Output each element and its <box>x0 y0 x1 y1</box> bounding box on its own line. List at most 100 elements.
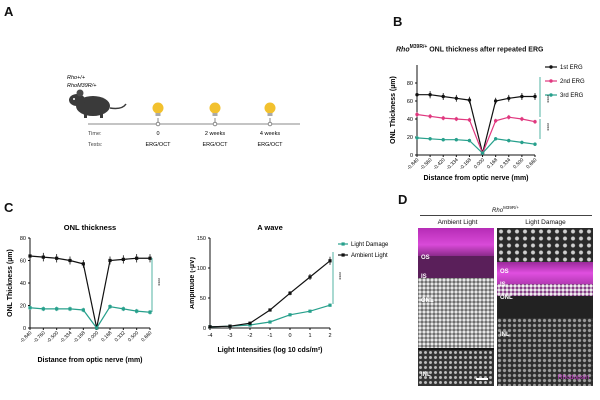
data-point <box>467 98 472 102</box>
x-tick-label: -0.334 <box>59 330 73 344</box>
y-tick-label: 20 <box>407 135 413 141</box>
data-point <box>507 115 511 119</box>
x-axis-label: Distance from optic nerve (mm) <box>423 175 528 182</box>
data-point <box>428 114 432 118</box>
x-tick-label: -4 <box>208 333 213 339</box>
timepoint-2w: 2 weeks ERG/OCT <box>202 102 228 148</box>
chart-c-onl-thickness: ONL thickness 0 20 40 60 80 -0.840 -0.760 -0.500… <box>7 223 160 364</box>
y-tick-label: 80 <box>20 236 26 242</box>
label-os: OS <box>421 255 430 261</box>
series-line <box>209 260 331 328</box>
significance-stars: **** <box>335 272 341 280</box>
x-tick-label: -0.420 <box>432 157 446 171</box>
data-point <box>415 112 419 117</box>
x-tick-label: -0.840 <box>406 157 420 171</box>
chart-b-title: RhoM39R/+ ONL thickness after repeated E… <box>396 44 544 54</box>
data-point <box>148 256 152 260</box>
data-point <box>268 320 272 324</box>
onl-layer <box>418 278 494 348</box>
x-tick-label: 2 <box>328 333 331 339</box>
data-point <box>493 137 498 141</box>
mouse-icon <box>69 89 127 118</box>
y-axis-label: ONL Thickness (µm) <box>7 249 14 317</box>
series-line <box>29 255 150 329</box>
x-axis-label: Light Intensities (log 10 cds/m²) <box>217 347 322 354</box>
data-point <box>108 305 112 309</box>
micrograph-ambient: OS IS ONL INL <box>418 228 494 386</box>
significance-stars: **** <box>543 123 549 131</box>
col-damage-label: Light Damage <box>525 219 566 226</box>
label-onl: ONL <box>500 295 513 301</box>
x-tick-label: -0.500 <box>46 330 60 344</box>
panel-letter-b: B <box>393 14 403 29</box>
y-axis-label: Amplitude (-µV) <box>190 257 196 309</box>
x-axis-label: Distance from optic nerve (mm) <box>37 357 142 364</box>
data-point <box>507 138 511 143</box>
timepoint-0: 0 ERG/OCT <box>145 102 171 148</box>
x-tick-label: 0 <box>288 333 291 339</box>
data-point <box>68 258 72 263</box>
x-tick-label: 0.500 <box>512 157 525 170</box>
x-tick-label: -2 <box>248 333 253 339</box>
data-point <box>135 256 139 260</box>
genotype-mut: RhoM39R/+ <box>67 83 97 89</box>
data-point <box>467 138 472 143</box>
chart-title: ONL thickness <box>64 223 116 232</box>
data-point <box>454 96 459 100</box>
label-os: OS <box>500 269 509 275</box>
legend-marker <box>549 79 553 83</box>
data-point <box>415 93 419 97</box>
os-layer <box>497 262 593 284</box>
data-point <box>520 94 524 99</box>
x-tick-label: -0.168 <box>459 157 473 171</box>
data-point <box>428 93 432 97</box>
data-point <box>81 262 85 266</box>
data-point <box>328 259 332 263</box>
genotype-wt: Rho+/+ <box>67 75 86 81</box>
panel-letter-a: A <box>4 4 14 19</box>
data-point <box>328 303 332 307</box>
inl-layer <box>497 318 593 386</box>
label-is: IS <box>500 282 506 288</box>
y-tick-label: 40 <box>20 281 26 287</box>
data-point <box>454 117 459 121</box>
x-tick-label: 0.168 <box>486 157 499 170</box>
series-line <box>416 137 536 155</box>
data-point <box>288 313 292 317</box>
data-point <box>493 99 498 103</box>
is-layer <box>497 284 593 296</box>
panel-letter-d: D <box>398 192 408 207</box>
label-inl: INL <box>500 332 510 338</box>
series-line <box>417 94 535 154</box>
is-layer <box>418 256 494 278</box>
y-tick-label: 0 <box>203 326 206 332</box>
legend-label: 3rd ERG <box>560 93 584 99</box>
y-tick-label: 40 <box>407 117 413 123</box>
col-ambient-label: Ambient Light <box>437 219 478 226</box>
y-tick-label: 50 <box>200 296 206 302</box>
series-ambient-light <box>208 256 332 329</box>
timepoint-test: ERG/OCT <box>257 142 283 148</box>
data-point <box>95 326 99 330</box>
y-tick-label: 80 <box>407 81 413 87</box>
microscopy-genotype-header: RhoM39R/+ <box>492 205 519 214</box>
series-2nd-erg <box>415 112 537 155</box>
timepoint-4w: 4 weeks ERG/OCT <box>257 102 283 148</box>
timepoint-time: 0 <box>156 131 159 137</box>
series-line <box>416 113 536 155</box>
data-point <box>533 120 537 124</box>
time-label: Time: <box>88 131 102 137</box>
y-tick-label: 100 <box>197 266 206 272</box>
timepoint-test: ERG/OCT <box>145 142 171 148</box>
legend-label: 1st ERG <box>560 65 583 71</box>
data-point <box>428 137 432 141</box>
chart-c-a-wave: A wave 0 50 100 150 -4 -3 -2 -1 0 1 2 Light Intensit… <box>190 223 389 354</box>
x-tick-label: 0.334 <box>499 157 512 170</box>
timepoint-test: ERG/OCT <box>202 142 228 148</box>
tests-label: Tests: <box>88 142 103 148</box>
y-tick-label: 60 <box>20 259 26 265</box>
legend-marker <box>549 93 553 97</box>
significance-stars: **** <box>543 95 549 103</box>
data-point <box>248 321 252 325</box>
data-point <box>41 307 45 311</box>
